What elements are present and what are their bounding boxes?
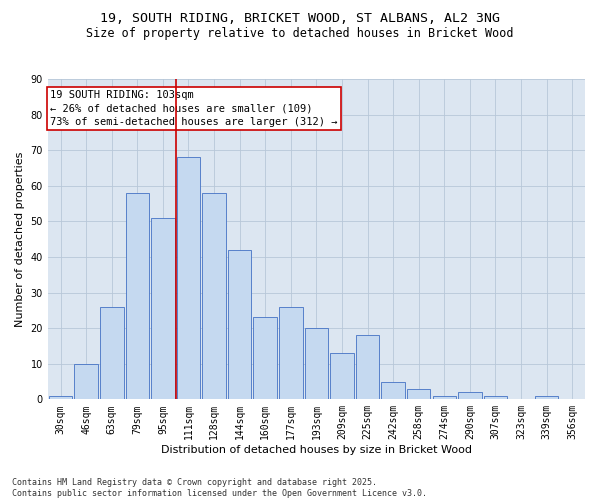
Text: 19 SOUTH RIDING: 103sqm
← 26% of detached houses are smaller (109)
73% of semi-d: 19 SOUTH RIDING: 103sqm ← 26% of detache… — [50, 90, 338, 126]
Bar — [279, 307, 302, 400]
Bar — [74, 364, 98, 400]
Bar — [253, 318, 277, 400]
Bar — [202, 193, 226, 400]
Y-axis label: Number of detached properties: Number of detached properties — [15, 152, 25, 327]
Bar — [330, 353, 354, 400]
Bar — [228, 250, 251, 400]
Text: 19, SOUTH RIDING, BRICKET WOOD, ST ALBANS, AL2 3NG: 19, SOUTH RIDING, BRICKET WOOD, ST ALBAN… — [100, 12, 500, 26]
Text: Size of property relative to detached houses in Bricket Wood: Size of property relative to detached ho… — [86, 28, 514, 40]
Bar — [356, 336, 379, 400]
Bar — [484, 396, 507, 400]
Bar — [151, 218, 175, 400]
Bar — [125, 193, 149, 400]
Bar — [458, 392, 482, 400]
X-axis label: Distribution of detached houses by size in Bricket Wood: Distribution of detached houses by size … — [161, 445, 472, 455]
Bar — [382, 382, 405, 400]
Bar — [49, 396, 73, 400]
Bar — [433, 396, 456, 400]
Text: Contains HM Land Registry data © Crown copyright and database right 2025.
Contai: Contains HM Land Registry data © Crown c… — [12, 478, 427, 498]
Bar — [407, 388, 430, 400]
Bar — [177, 158, 200, 400]
Bar — [305, 328, 328, 400]
Bar — [535, 396, 559, 400]
Bar — [100, 307, 124, 400]
